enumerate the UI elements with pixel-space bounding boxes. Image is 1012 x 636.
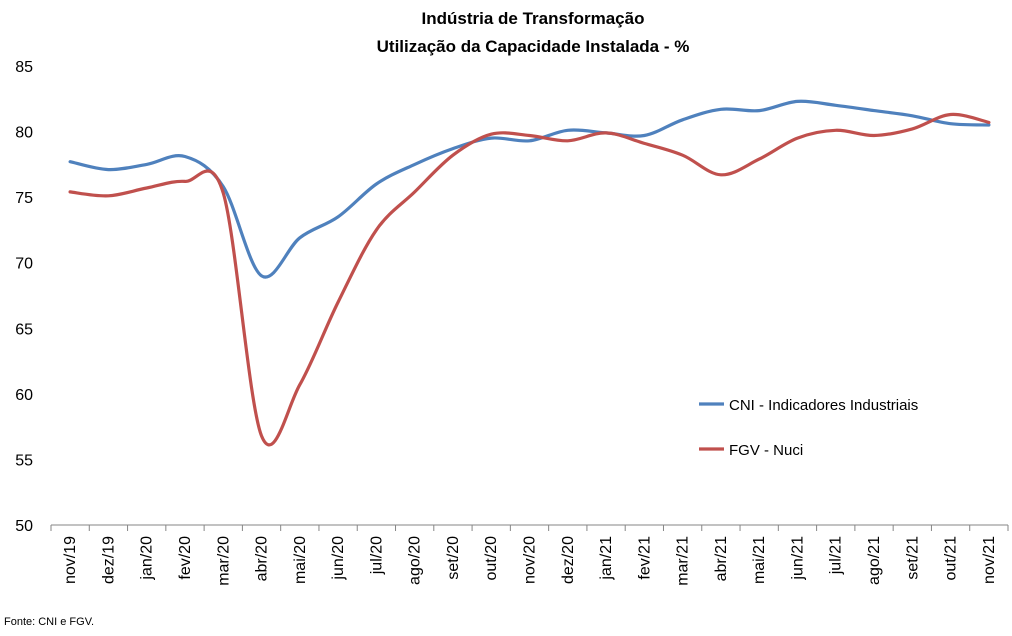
x-tick-label: ago/21 xyxy=(866,536,883,585)
series-line-1 xyxy=(68,99,991,279)
x-axis: nov/19 dez/19 jan/20 fev/20 mar/20 abr/20 mai/… xyxy=(50,524,1009,586)
x-tick-label: jul/21 xyxy=(828,536,845,575)
legend-label: CNI - Indicadores Industriais xyxy=(729,397,918,414)
x-tick-label: set/20 xyxy=(445,536,462,580)
legend-label: FGV - Nuci xyxy=(729,442,803,459)
x-tick-label: mar/20 xyxy=(215,536,232,586)
x-tick-label: out/20 xyxy=(483,536,500,581)
x-tick-label: out/21 xyxy=(943,536,960,581)
x-tick-label: jan/20 xyxy=(139,536,156,581)
x-tick-label: jun/20 xyxy=(330,536,347,581)
y-tick-label: 65 xyxy=(15,321,33,338)
x-tick-label: fev/21 xyxy=(636,536,653,580)
x-tick-label: jun/21 xyxy=(789,536,806,581)
y-tick-label: 55 xyxy=(15,452,33,469)
x-tick-label: nov/20 xyxy=(522,536,539,584)
chart-title: Indústria de Transformação xyxy=(422,9,645,28)
x-tick-label: mai/21 xyxy=(751,536,768,584)
legend: CNI - Indicadores Industriais FGV - Nuci xyxy=(699,397,918,459)
y-tick-label: 50 xyxy=(15,518,33,535)
x-tick-label: mar/21 xyxy=(675,536,692,586)
x-tick-label: dez/19 xyxy=(100,536,117,584)
x-tick-label: fev/20 xyxy=(177,536,194,580)
x-tick-label: set/21 xyxy=(904,536,921,580)
x-tick-label: jan/21 xyxy=(598,536,615,581)
chart-subtitle: Utilização da Capacidade Instalada - % xyxy=(377,37,690,56)
x-tick-label: jul/20 xyxy=(368,536,385,575)
x-tick-label: abr/21 xyxy=(713,536,730,581)
x-tick-label: mai/20 xyxy=(292,536,309,584)
source-note: Fonte: CNI e FGV. xyxy=(4,616,94,628)
x-tick-label: abr/20 xyxy=(254,536,271,581)
x-tick-label: dez/20 xyxy=(560,536,577,584)
y-tick-label: 80 xyxy=(15,125,33,142)
y-tick-label: 75 xyxy=(15,190,33,207)
y-axis: 50 55 60 65 70 75 80 85 xyxy=(15,59,33,535)
series-line-2 xyxy=(68,112,991,447)
y-tick-label: 60 xyxy=(15,387,33,404)
series-layer xyxy=(68,99,991,447)
y-tick-label: 70 xyxy=(15,256,33,273)
x-tick-label: nov/19 xyxy=(62,536,79,584)
x-tick-label: nov/21 xyxy=(981,536,998,584)
x-tick-label: ago/20 xyxy=(407,536,424,585)
y-tick-label: 85 xyxy=(15,59,33,76)
